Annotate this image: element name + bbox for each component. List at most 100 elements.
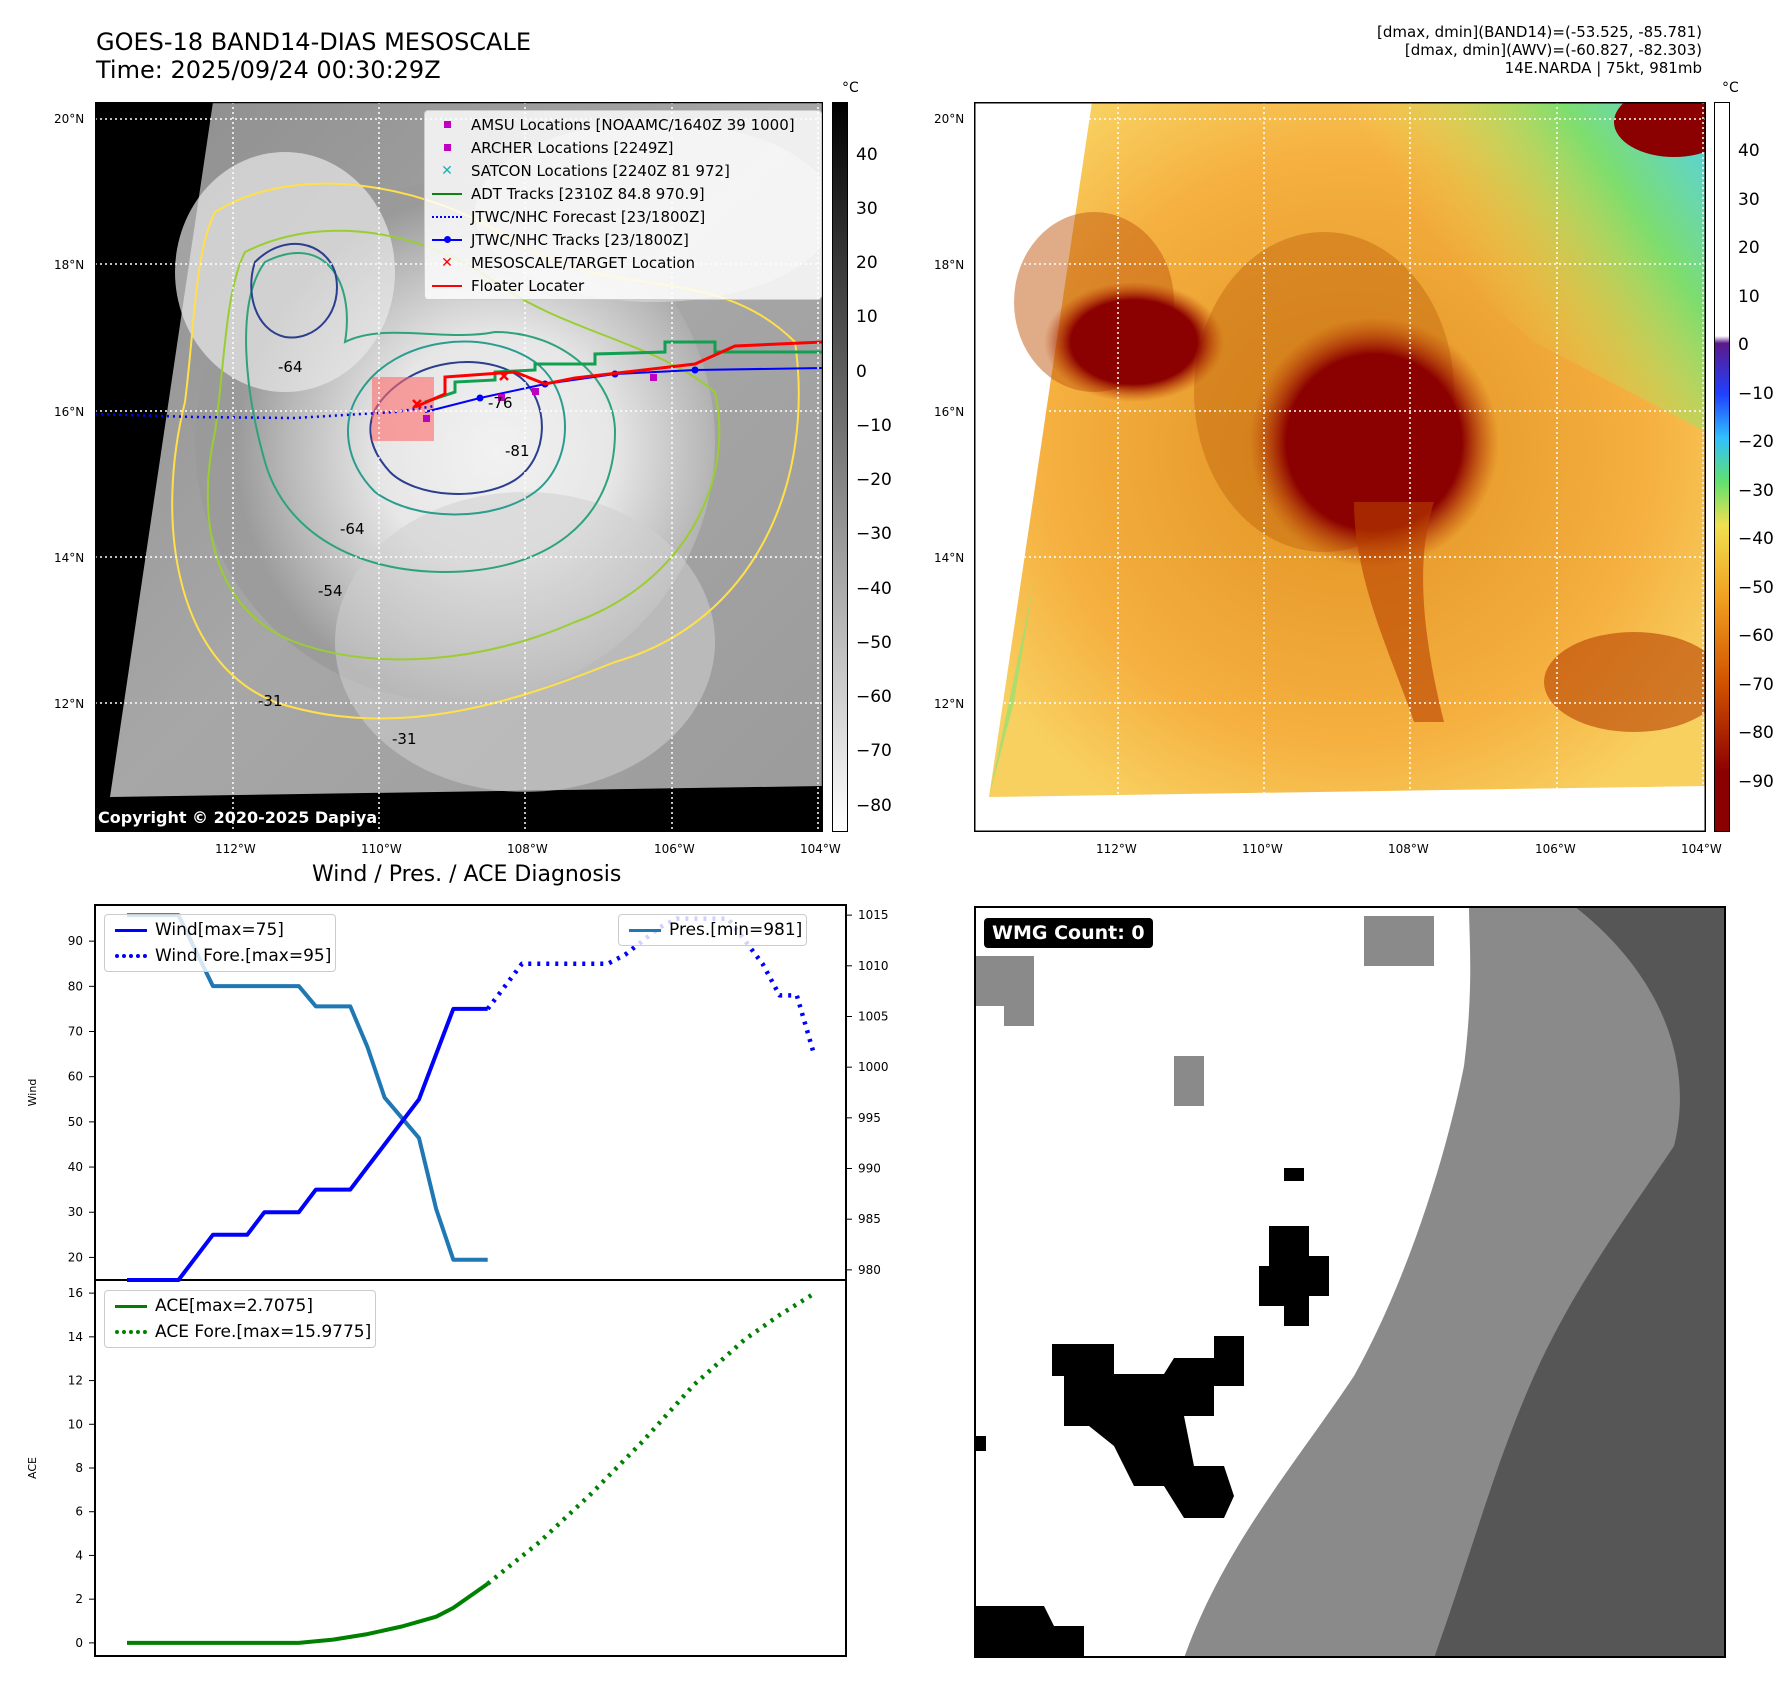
title-line-1: GOES-18 BAND14-DIAS MESOSCALE: [96, 28, 532, 56]
y-right-tick-label: 1005: [858, 1009, 889, 1023]
y-tick-label: 8: [75, 1461, 83, 1475]
contour-label: -76: [488, 394, 513, 412]
y-tick-label: 6: [75, 1505, 83, 1519]
y-tick-label: 12: [68, 1374, 83, 1388]
solid-line-icon: [431, 284, 463, 287]
y-tick-label: 40: [68, 1160, 83, 1174]
lon-label: 104°W: [1681, 842, 1722, 856]
lon-label: 108°W: [1388, 842, 1429, 856]
awv-range: [dmax, dmin](AWV)=(-60.827, -82.303): [1404, 41, 1702, 59]
y-tick-label: 0: [75, 1636, 83, 1650]
diagnosis-title: Wind / Pres. / ACE Diagnosis: [312, 862, 622, 887]
contour-label: -31: [258, 692, 283, 710]
map-legend: AMSU Locations [NOAAMC/1640Z 39 1000] AR…: [424, 110, 822, 300]
solid-line-icon: [115, 928, 147, 932]
colorbar-right: [1714, 102, 1730, 832]
lat-label: 20°N: [934, 112, 965, 126]
legend-item: JTWC/NHC Tracks [23/1800Z]: [425, 228, 821, 251]
line-dot-icon: [431, 235, 463, 243]
dotted-line-icon: [431, 215, 463, 218]
wmg-panel: [974, 906, 1726, 1658]
y-tick-label: 20: [68, 1250, 83, 1264]
y-right-tick-label: 995: [858, 1111, 881, 1125]
y-right-tick-label: 1010: [858, 959, 889, 973]
band14-range: [dmax, dmin](BAND14)=(-53.525, -85.781): [1377, 23, 1702, 41]
solid-line-icon: [629, 928, 661, 932]
lat-label: 12°N: [934, 697, 965, 711]
colorbar-left: [832, 102, 848, 832]
x-marker-icon: ✕: [441, 254, 453, 271]
lat-label: 20°N: [54, 112, 85, 126]
ace-forecast-line: [486, 1291, 816, 1586]
y-right-tick-label: 990: [858, 1162, 881, 1176]
y-tick-label: 50: [68, 1115, 83, 1129]
lon-label: 112°W: [215, 842, 256, 856]
legend-item: Floater Locater: [425, 274, 821, 297]
colorbar-unit: °C: [1722, 80, 1739, 96]
lon-label: 104°W: [800, 842, 841, 856]
lat-label: 18°N: [54, 258, 85, 272]
pressure-legend: Pres.[min=981]: [618, 914, 808, 946]
figure-title: GOES-18 BAND14-DIAS MESOSCALE Time: 2025…: [96, 28, 531, 84]
solid-line-icon: [431, 192, 463, 195]
y-right-tick-label: 980: [858, 1263, 881, 1277]
ace-legend: ACE[max=2.7075] ACE Fore.[max=15.9775]: [104, 1290, 377, 1348]
y-right-tick-label: 1000: [858, 1060, 889, 1074]
solid-line-icon: [115, 1304, 147, 1308]
pressure-line: [127, 913, 488, 1262]
y-tick-label: 4: [75, 1548, 83, 1562]
lat-label: 12°N: [54, 697, 85, 711]
y-tick-label: 80: [68, 979, 83, 993]
dotted-line-icon: [115, 1330, 147, 1334]
lat-label: 14°N: [934, 551, 965, 565]
wind-axis-label: Wind: [26, 1079, 39, 1107]
contour-label: -31: [392, 730, 417, 748]
y-tick-label: 14: [68, 1330, 83, 1344]
contour-label: -81: [505, 442, 530, 460]
x-marker-icon: ✕: [441, 162, 453, 179]
lon-label: 106°W: [654, 842, 695, 856]
lat-label: 16°N: [54, 405, 85, 419]
y-tick-label: 10: [68, 1417, 83, 1431]
square-marker-icon: [431, 144, 463, 151]
square-marker-icon: [431, 121, 463, 128]
diagnosis-chart: 2030405060708090980985990995100010051010…: [26, 904, 889, 1657]
legend-item: JTWC/NHC Forecast [23/1800Z]: [425, 205, 821, 228]
y-tick-label: 2: [75, 1592, 83, 1606]
copyright-text: Copyright © 2020-2025 Dapiya: [98, 808, 378, 827]
lat-label: 16°N: [934, 405, 965, 419]
y-tick-label: 16: [68, 1286, 83, 1300]
lat-label: 18°N: [934, 258, 965, 272]
legend-item: ✕ MESOSCALE/TARGET Location: [425, 251, 821, 274]
lon-label: 108°W: [507, 842, 548, 856]
y-tick-label: 30: [68, 1205, 83, 1219]
legend-item: ARCHER Locations [2249Z]: [425, 136, 821, 159]
y-right-tick-label: 985: [858, 1212, 881, 1226]
colorbar-unit: °C: [842, 80, 859, 96]
ace-axis-label: ACE: [26, 1457, 39, 1479]
legend-item: Pres.[min=981]: [623, 917, 802, 943]
dotted-line-icon: [115, 954, 147, 958]
legend-item: Wind Fore.[max=95]: [109, 943, 331, 969]
storm-summary: 14E.NARDA | 75kt, 981mb: [1504, 59, 1702, 77]
awv-map: [974, 102, 1706, 832]
lon-label: 110°W: [361, 842, 402, 856]
wmg-blobs: [974, 1168, 1329, 1658]
legend-item: Wind[max=75]: [109, 917, 331, 943]
lat-label: 14°N: [54, 551, 85, 565]
legend-item: ACE Fore.[max=15.9775]: [109, 1319, 371, 1345]
contour-label: -64: [278, 358, 303, 376]
storm-info: [dmax, dmin](BAND14)=(-53.525, -85.781) …: [1377, 23, 1702, 77]
y-tick-label: 90: [68, 934, 83, 948]
wind-legend: Wind[max=75] Wind Fore.[max=95]: [104, 914, 337, 972]
contour-label: -64: [340, 520, 365, 538]
y-tick-label: 70: [68, 1025, 83, 1039]
legend-item: AMSU Locations [NOAAMC/1640Z 39 1000]: [425, 113, 821, 136]
y-right-tick-label: 1015: [858, 908, 889, 922]
lon-label: 110°W: [1242, 842, 1283, 856]
legend-item: ACE[max=2.7075]: [109, 1293, 371, 1319]
legend-item: ADT Tracks [2310Z 84.8 970.9]: [425, 182, 821, 205]
lon-label: 106°W: [1535, 842, 1576, 856]
wind-line: [127, 1006, 488, 1282]
title-line-2: Time: 2025/09/24 00:30:29Z: [96, 56, 441, 84]
